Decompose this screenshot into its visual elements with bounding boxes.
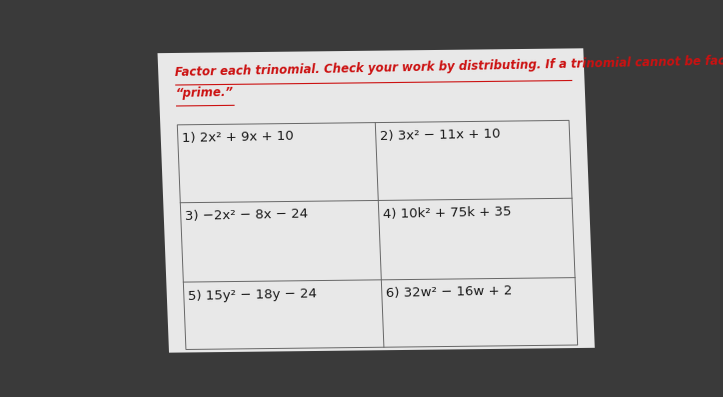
Text: 4) 10k² + 75k + 35: 4) 10k² + 75k + 35 bbox=[382, 205, 512, 221]
Text: 1) 2x² + 9x + 10: 1) 2x² + 9x + 10 bbox=[182, 130, 294, 145]
Text: “prime.”: “prime.” bbox=[176, 86, 234, 100]
Text: 6) 32w² − 16w + 2: 6) 32w² − 16w + 2 bbox=[386, 285, 513, 300]
Polygon shape bbox=[158, 48, 595, 353]
Text: 3) −2x² − 8x − 24: 3) −2x² − 8x − 24 bbox=[185, 208, 308, 223]
Text: Factor each trinomial. Check your work by distributing. If a trinomial cannot be: Factor each trinomial. Check your work b… bbox=[175, 53, 723, 79]
Text: 5) 15y² − 18y − 24: 5) 15y² − 18y − 24 bbox=[188, 287, 317, 303]
Text: 2) 3x² − 11x + 10: 2) 3x² − 11x + 10 bbox=[380, 127, 500, 143]
